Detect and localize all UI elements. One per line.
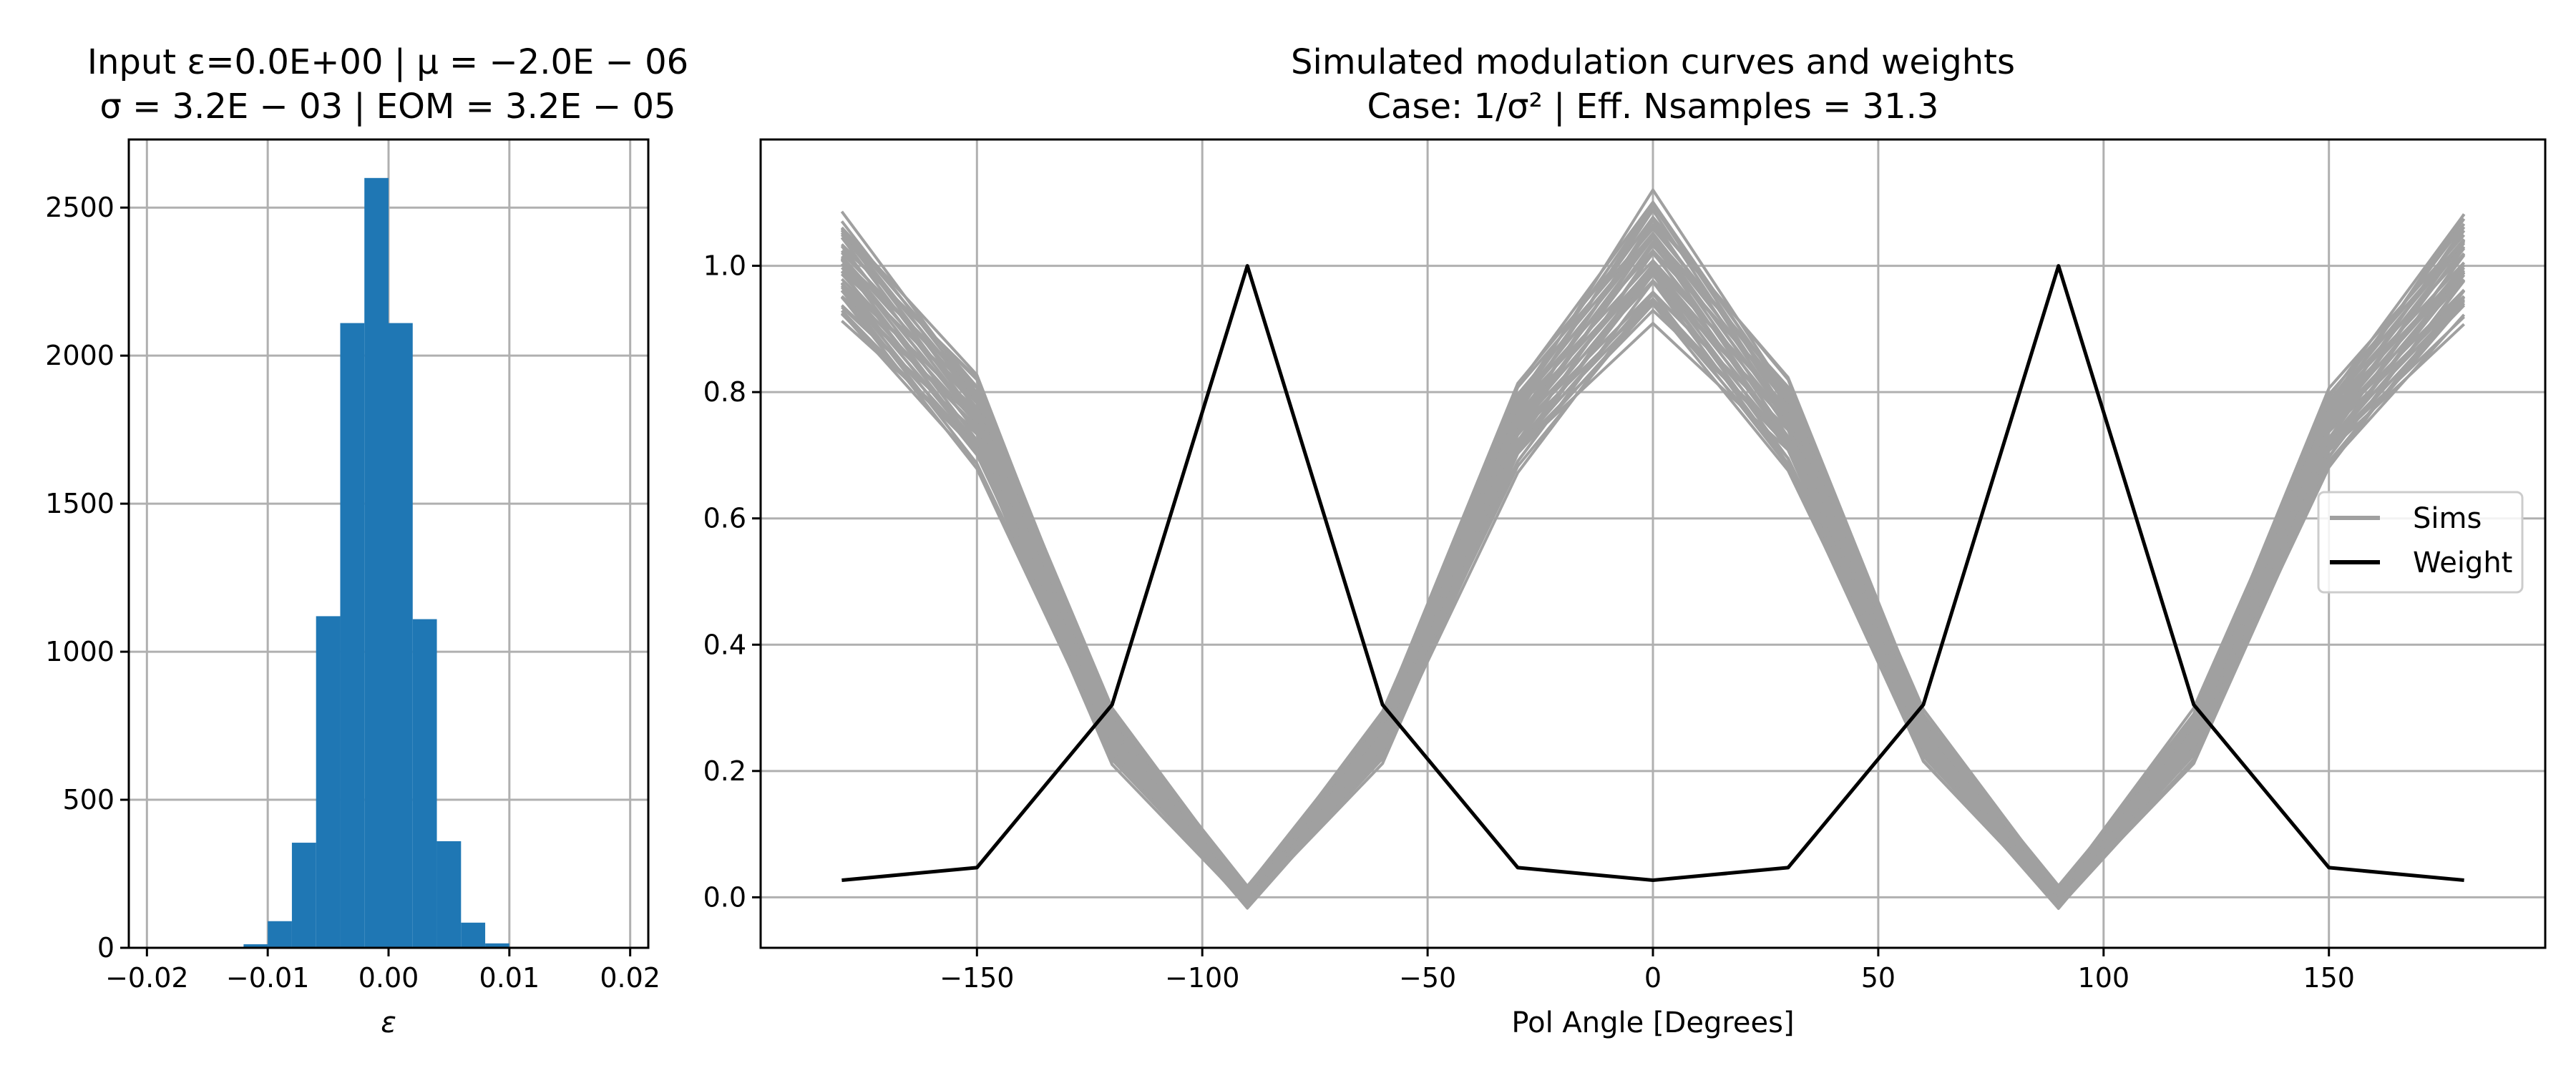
modulation-y-tick-label: 0.2 xyxy=(703,755,746,787)
histogram-panel: Input ε=0.0E+00 | μ = −2.0E − 06 σ = 3.2… xyxy=(45,42,688,1039)
modulation-y-tick-label: 0.8 xyxy=(703,376,746,408)
sims-curve xyxy=(840,188,2466,888)
modulation-x-tick-label: −150 xyxy=(940,962,1014,994)
histogram-bar xyxy=(436,841,462,948)
modulation-x-tick-label: 150 xyxy=(2303,962,2355,994)
modulation-x-tick-label: 100 xyxy=(2078,962,2130,994)
histogram-bar xyxy=(243,944,268,948)
histogram-bar xyxy=(461,922,486,948)
series-weight xyxy=(841,264,2464,882)
histogram-bars xyxy=(243,177,534,949)
histogram-x-tick-label: −0.01 xyxy=(226,962,309,994)
histogram-x-ticks: −0.02 −0.01 0.00 0.01 0.02 xyxy=(105,948,660,994)
histogram-y-tick-label: 2500 xyxy=(45,192,114,223)
histogram-y-tick-label: 1000 xyxy=(45,636,114,667)
sims-curve xyxy=(840,200,2466,891)
modulation-y-tick-label: 0.0 xyxy=(703,881,746,913)
modulation-x-tick-label: 50 xyxy=(1861,962,1896,994)
legend: Sims Weight xyxy=(2317,491,2524,594)
histogram-y-tick-label: 500 xyxy=(62,784,114,815)
modulation-x-tick-label: −100 xyxy=(1165,962,1239,994)
modulation-y-ticks: 0.0 0.2 0.4 0.6 0.8 1.0 xyxy=(703,250,761,913)
histogram-bar xyxy=(364,177,389,948)
legend-sims-label: Sims xyxy=(2413,502,2482,535)
histogram-x-label: ε xyxy=(381,1006,396,1039)
modulation-title-line-1: Simulated modulation curves and weights xyxy=(1291,42,2015,82)
histogram-bar xyxy=(340,323,365,949)
series-sims xyxy=(840,188,2466,910)
histogram-x-tick-label: 0.02 xyxy=(600,962,660,994)
histogram-bar xyxy=(291,843,316,948)
histogram-x-tick-label: −0.02 xyxy=(105,962,188,994)
modulation-x-label: Pol Angle [Degrees] xyxy=(1511,1006,1794,1039)
modulation-y-tick-label: 1.0 xyxy=(703,250,746,282)
histogram-bar xyxy=(268,921,292,948)
histogram-x-tick-label: 0.01 xyxy=(479,962,540,994)
weight-line xyxy=(841,264,2464,882)
histogram-y-tick-label: 1500 xyxy=(45,488,114,519)
histogram-title-line-2: σ = 3.2E − 03 | EOM = 3.2E − 05 xyxy=(99,87,675,127)
histogram-bar xyxy=(316,616,341,948)
histogram-y-tick-label: 2000 xyxy=(45,340,114,371)
modulation-x-ticks: −150 −100 −50 0 50 100 150 xyxy=(940,948,2355,994)
legend-weight-label: Weight xyxy=(2413,547,2512,579)
modulation-y-tick-label: 0.6 xyxy=(703,503,746,534)
modulation-y-tick-label: 0.4 xyxy=(703,629,746,660)
histogram-bar xyxy=(485,943,509,948)
histogram-x-tick-label: 0.00 xyxy=(358,962,419,994)
sims-curve xyxy=(840,218,2466,892)
modulation-panel: Simulated modulation curves and weights … xyxy=(703,42,2547,1039)
histogram-bar xyxy=(389,323,413,949)
histogram-bar xyxy=(412,619,437,948)
histogram-y-tick-label: 0 xyxy=(97,932,114,964)
sims-curve xyxy=(840,208,2466,892)
histogram-y-ticks: 0 500 1000 1500 2000 2500 xyxy=(45,192,129,964)
modulation-x-tick-label: 0 xyxy=(1644,962,1662,994)
modulation-x-tick-label: −50 xyxy=(1399,962,1456,994)
modulation-title-line-2: Case: 1/σ² | Eff. Nsamples = 31.3 xyxy=(1367,87,1939,127)
histogram-title-line-1: Input ε=0.0E+00 | μ = −2.0E − 06 xyxy=(87,42,688,82)
